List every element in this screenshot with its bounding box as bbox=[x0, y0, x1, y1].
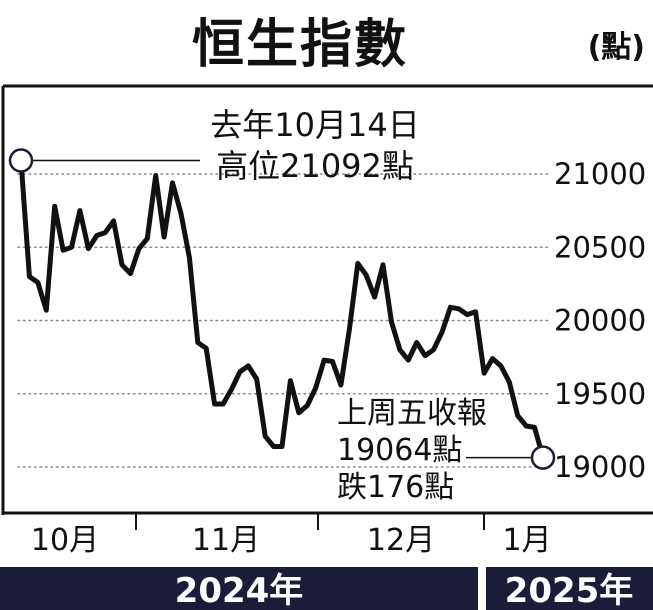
annotation-text: 19064點 bbox=[337, 433, 462, 468]
year-label: 2024年 bbox=[175, 571, 304, 610]
year-band-2024 bbox=[0, 567, 478, 610]
high-point-marker bbox=[8, 148, 34, 173]
last-point-marker bbox=[530, 445, 556, 470]
x-tick-label: 11月 bbox=[192, 523, 260, 558]
y-tick-label: 21000 bbox=[554, 157, 646, 191]
x-tick-label: 12月 bbox=[367, 523, 435, 558]
annotation-text: 去年10月14日 bbox=[210, 106, 419, 144]
y-tick-label: 20500 bbox=[554, 230, 646, 264]
x-tick-label: 1月 bbox=[502, 523, 551, 558]
x-tick-label: 10月 bbox=[31, 523, 99, 558]
y-tick-label: 19000 bbox=[554, 450, 646, 484]
annotation-text: 跌176點 bbox=[337, 470, 454, 505]
annotation-text: 高位21092點 bbox=[216, 147, 414, 185]
chart-title: 恒生指數 bbox=[191, 15, 408, 75]
y-tick-label: 20000 bbox=[554, 304, 646, 338]
y-tick-label: 19500 bbox=[554, 377, 646, 411]
series-line bbox=[18, 158, 546, 461]
annotation-text: 上周五收報 bbox=[337, 396, 487, 431]
unit-label: (點) bbox=[587, 30, 645, 65]
year-label: 2025年 bbox=[505, 571, 634, 610]
year-band-2025 bbox=[486, 567, 653, 610]
